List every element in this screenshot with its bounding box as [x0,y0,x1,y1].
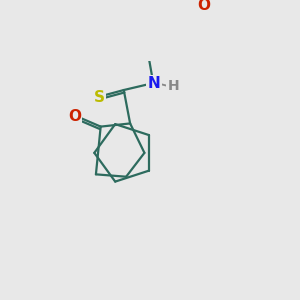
Text: N: N [148,76,160,91]
Text: O: O [68,109,81,124]
Text: O: O [198,0,211,13]
Text: H: H [167,79,179,93]
Text: S: S [94,90,105,105]
